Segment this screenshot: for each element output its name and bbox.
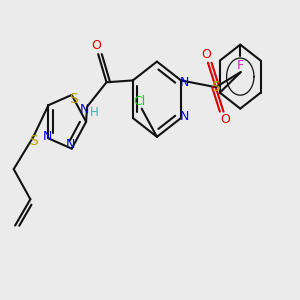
Text: H: H — [90, 106, 98, 119]
Text: F: F — [237, 59, 244, 72]
Text: O: O — [202, 48, 212, 61]
Text: N: N — [180, 110, 189, 123]
Text: S: S — [211, 80, 220, 94]
Text: S: S — [69, 92, 77, 106]
Text: O: O — [91, 39, 101, 52]
Text: N: N — [42, 130, 52, 143]
Text: N: N — [180, 76, 189, 89]
Text: N: N — [80, 103, 89, 116]
Text: Cl: Cl — [133, 95, 145, 108]
Text: N: N — [66, 138, 75, 152]
Text: S: S — [29, 134, 38, 148]
Text: O: O — [220, 113, 230, 126]
